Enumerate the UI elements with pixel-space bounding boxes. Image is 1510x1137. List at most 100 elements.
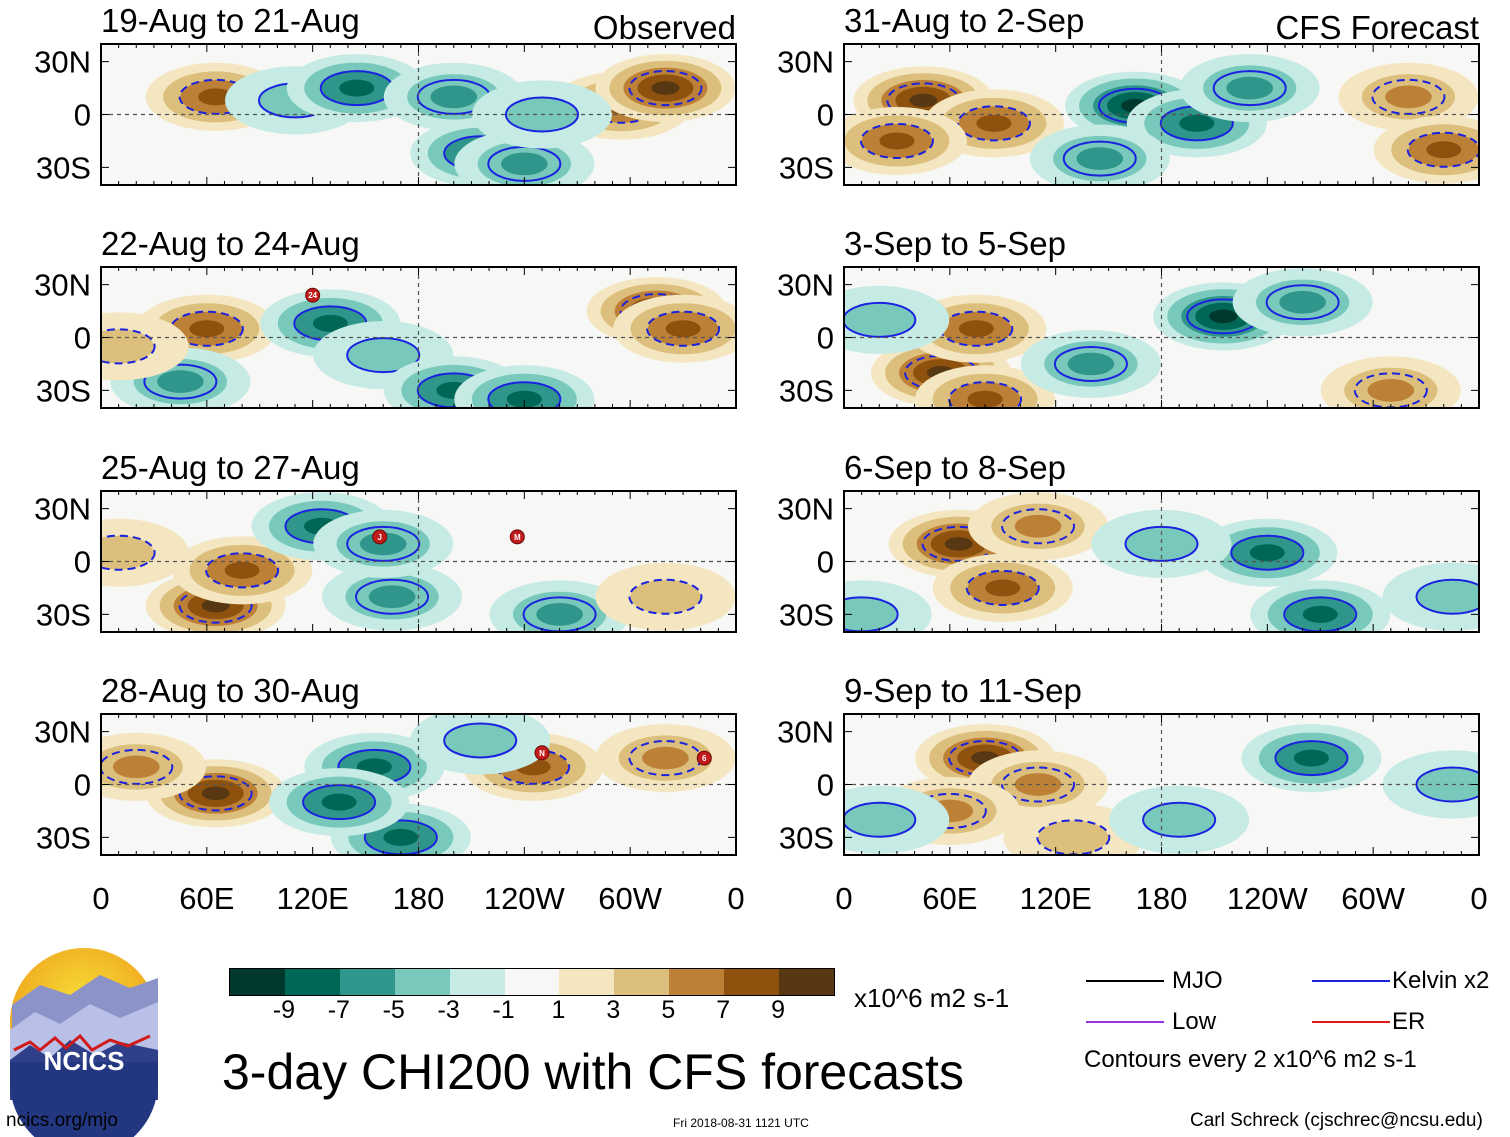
x-axis: 0 60E 120E 180 120W 60W 0 0 60E 120E 180 120W 60W 0: [92, 881, 1487, 916]
colorbar-swatch: [724, 969, 780, 995]
kelvin-contour: [628, 578, 703, 615]
anomaly-blob: [506, 390, 542, 408]
colorbar-swatch: [669, 969, 725, 995]
anomaly-blob: [642, 746, 689, 770]
y-tick-label: 30N: [34, 45, 91, 80]
anomaly-blob: [1226, 76, 1274, 100]
y-tick-label: 30N: [777, 45, 834, 80]
anomaly-blob: [224, 561, 260, 579]
anomaly-blob: [198, 88, 234, 106]
y-tick-label: 30S: [36, 597, 91, 632]
x-tick-label: 0: [92, 881, 109, 916]
anomaly-blob: [1126, 526, 1197, 561]
colorbar-units: x10^6 m2 s-1: [854, 983, 1010, 1013]
panel-date-label: 3-Sep to 5-Sep: [844, 225, 1066, 262]
kelvin-contour: [1265, 284, 1340, 321]
kelvin-contour: [1142, 801, 1217, 838]
panel-5: 30N 0 30S 31-Aug to 2-Sep CFS Forecast: [777, 2, 1480, 186]
colorbar: [229, 968, 835, 996]
storm-icon: [534, 745, 550, 761]
logo-text: NCICS: [44, 1046, 125, 1076]
panel-date-label: 25-Aug to 27-Aug: [101, 449, 360, 486]
y-tick-label: 30S: [36, 150, 91, 185]
storm-icon: [509, 529, 525, 545]
anomaly-blob: [339, 79, 375, 97]
colorbar-swatch: [230, 969, 285, 995]
colorbar-swatch: [779, 969, 834, 995]
x-tick-label: 0: [1470, 881, 1487, 916]
panel-8: 30N 0 30S 9-Sep to 11-Sep: [777, 672, 1480, 856]
kelvin-contour: [956, 105, 1031, 142]
y-tick-label: 0: [74, 768, 91, 803]
y-tick-label: 0: [817, 545, 834, 580]
storm-label: 24: [308, 291, 317, 300]
storm-marker: 24: [305, 287, 321, 303]
x-tick-label: 180: [1136, 881, 1188, 916]
kelvin-contour: [143, 363, 218, 400]
footer-timestamp: Fri 2018-08-31 1121 UTC: [673, 1116, 809, 1130]
anomaly-blob: [958, 320, 994, 338]
anomaly-blob: [536, 603, 583, 626]
storm-icon: [372, 529, 388, 545]
anomaly-blob: [189, 320, 225, 338]
kelvin-contour: [1406, 131, 1479, 168]
y-tick-label: 30S: [36, 820, 91, 855]
x-tick-label: 0: [727, 881, 744, 916]
y-tick-label: 30N: [34, 268, 91, 303]
anomaly-blob: [1179, 114, 1215, 132]
x-tick-label: 120E: [1019, 881, 1091, 916]
y-tick-label: 0: [74, 98, 91, 133]
panels-layer: 30N 0 30S 19-Aug to 21-Aug Observed 30N 0 30S 22…: [34, 2, 1480, 856]
anomaly-field: [844, 268, 1461, 408]
kelvin-contour: [1230, 534, 1305, 571]
anomaly-field: [145, 54, 736, 185]
anomaly-field: [844, 492, 1479, 632]
colorbar-tick-label: -5: [382, 996, 405, 1024]
column-label: CFS Forecast: [1275, 9, 1479, 46]
panel-date-label: 22-Aug to 24-Aug: [101, 225, 360, 262]
y-tick-label: 0: [817, 98, 834, 133]
y-tick-label: 0: [817, 768, 834, 803]
y-tick-label: 30N: [777, 492, 834, 527]
kelvin-contour: [1053, 345, 1128, 382]
y-tick-label: 30N: [777, 715, 834, 750]
panel-date-label: 6-Sep to 8-Sep: [844, 449, 1066, 486]
y-tick-label: 30S: [779, 820, 834, 855]
anomaly-blob: [101, 535, 154, 570]
x-tick-label: 180: [393, 881, 445, 916]
anomaly-blob: [844, 597, 897, 632]
x-tick-label: 60E: [922, 881, 977, 916]
anomaly-blob: [630, 579, 701, 614]
kelvin-contour: [1062, 140, 1137, 177]
storm-label: N: [539, 749, 545, 758]
logo-red-line: [13, 1033, 151, 1052]
colorbar-swatch: [504, 969, 560, 995]
x-tick-label: 60E: [179, 881, 234, 916]
footer-author: Carl Schreck (cjschrec@ncsu.edu): [1190, 1110, 1483, 1131]
storm-marker: N: [534, 745, 550, 761]
x-tick-label: 60W: [598, 881, 662, 916]
ncics-logo: NCICS: [10, 948, 158, 1137]
kelvin-contour: [1001, 508, 1076, 545]
y-tick-label: 0: [74, 321, 91, 356]
kelvin-contour: [487, 381, 562, 408]
anomaly-blob: [157, 370, 204, 393]
anomaly-blob: [1426, 141, 1462, 159]
storm-marker: J: [372, 529, 388, 545]
panel-3: 30N 0 30S 25-Aug to 27-Aug J M: [34, 449, 737, 633]
anomaly-blob: [651, 81, 680, 95]
x-tick-label: 120W: [484, 881, 566, 916]
colorbar-tick-label: -3: [437, 996, 460, 1024]
y-tick-label: 0: [74, 545, 91, 580]
kelvin-contour: [101, 328, 156, 365]
kelvin-contour: [346, 337, 421, 374]
y-tick-label: 30S: [779, 150, 834, 185]
footer-url[interactable]: ncics.org/mjo: [6, 1110, 118, 1131]
y-tick-label: 30N: [34, 492, 91, 527]
anomaly-blob: [348, 338, 419, 373]
anomaly-field: [101, 492, 736, 632]
legend-line-er: [1312, 1021, 1390, 1023]
anomaly-blob: [359, 532, 407, 556]
anomaly-blob: [1249, 544, 1285, 562]
kelvin-contour: [859, 122, 934, 159]
